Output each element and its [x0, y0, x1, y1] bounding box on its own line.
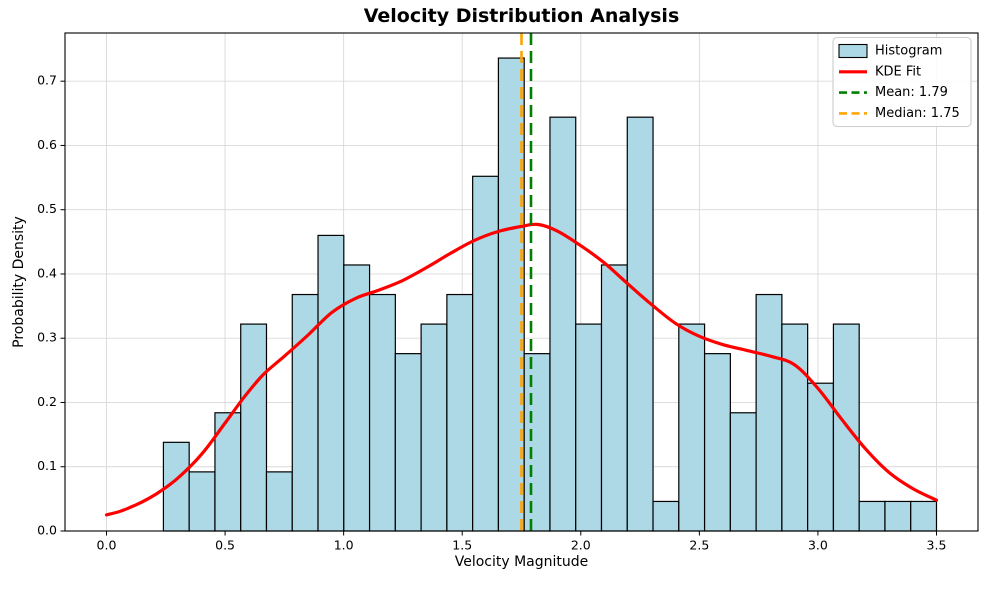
x-axis-label: Velocity Magnitude — [454, 554, 589, 570]
y-tick-label: 0.4 — [37, 265, 57, 280]
histogram-bar — [884, 500, 912, 532]
x-tick-label: 2.0 — [571, 538, 591, 553]
histogram-bar — [678, 323, 706, 532]
legend-histogram-swatch — [838, 43, 868, 59]
histogram-bar — [343, 264, 371, 532]
histogram-bar — [472, 175, 500, 532]
histogram-bar — [858, 500, 886, 532]
legend-item-label: Histogram — [875, 44, 942, 59]
histogram-bar — [703, 353, 731, 532]
histogram-bar — [240, 323, 268, 532]
histogram-bar — [368, 293, 396, 532]
y-tick-label: 0.3 — [37, 330, 57, 345]
y-tick-label: 0.1 — [37, 458, 57, 473]
legend-item-label: KDE Fit — [875, 64, 921, 79]
histogram-bar — [729, 412, 757, 532]
histogram-bar — [910, 500, 938, 532]
y-tick-label: 0.2 — [37, 394, 57, 409]
y-tick-label: 0.0 — [37, 523, 57, 538]
y-axis-label: Probability Density — [11, 216, 27, 348]
legend-box — [832, 36, 972, 128]
axes-spine — [64, 32, 979, 532]
x-tick-label: 0.0 — [97, 538, 117, 553]
y-tick-label: 0.5 — [37, 201, 57, 216]
histogram-bar — [420, 323, 448, 532]
histogram-bar — [600, 264, 628, 532]
histogram-bar — [755, 293, 783, 532]
x-tick-label: 0.5 — [215, 538, 235, 553]
y-tick-label: 0.6 — [37, 137, 57, 152]
histogram-bar — [549, 116, 577, 532]
kde-curve — [104, 222, 939, 517]
x-tick-label: 1.5 — [452, 538, 472, 553]
histogram-bar — [626, 116, 654, 532]
chart-title: Velocity Distribution Analysis — [363, 5, 680, 27]
x-tick-label: 3.0 — [808, 538, 828, 553]
histogram-bar — [394, 353, 422, 532]
histogram-bar — [188, 471, 216, 532]
legend-item-label: Mean: 1.79 — [875, 85, 948, 100]
x-tick-label: 2.5 — [689, 538, 709, 553]
histogram-bar — [497, 57, 525, 532]
legend-item-label: Median: 1.75 — [875, 106, 960, 121]
histogram-bar — [807, 382, 835, 532]
histogram-bar — [317, 234, 345, 532]
histogram-bar — [652, 500, 680, 532]
histogram-bar — [523, 353, 551, 532]
histogram-bar — [781, 323, 809, 532]
y-tick-label: 0.7 — [37, 73, 57, 88]
histogram-bar — [575, 323, 603, 532]
x-tick-label: 1.0 — [334, 538, 354, 553]
histogram-bar — [446, 293, 474, 532]
histogram-bar — [265, 471, 293, 532]
x-tick-label: 3.5 — [927, 538, 947, 553]
